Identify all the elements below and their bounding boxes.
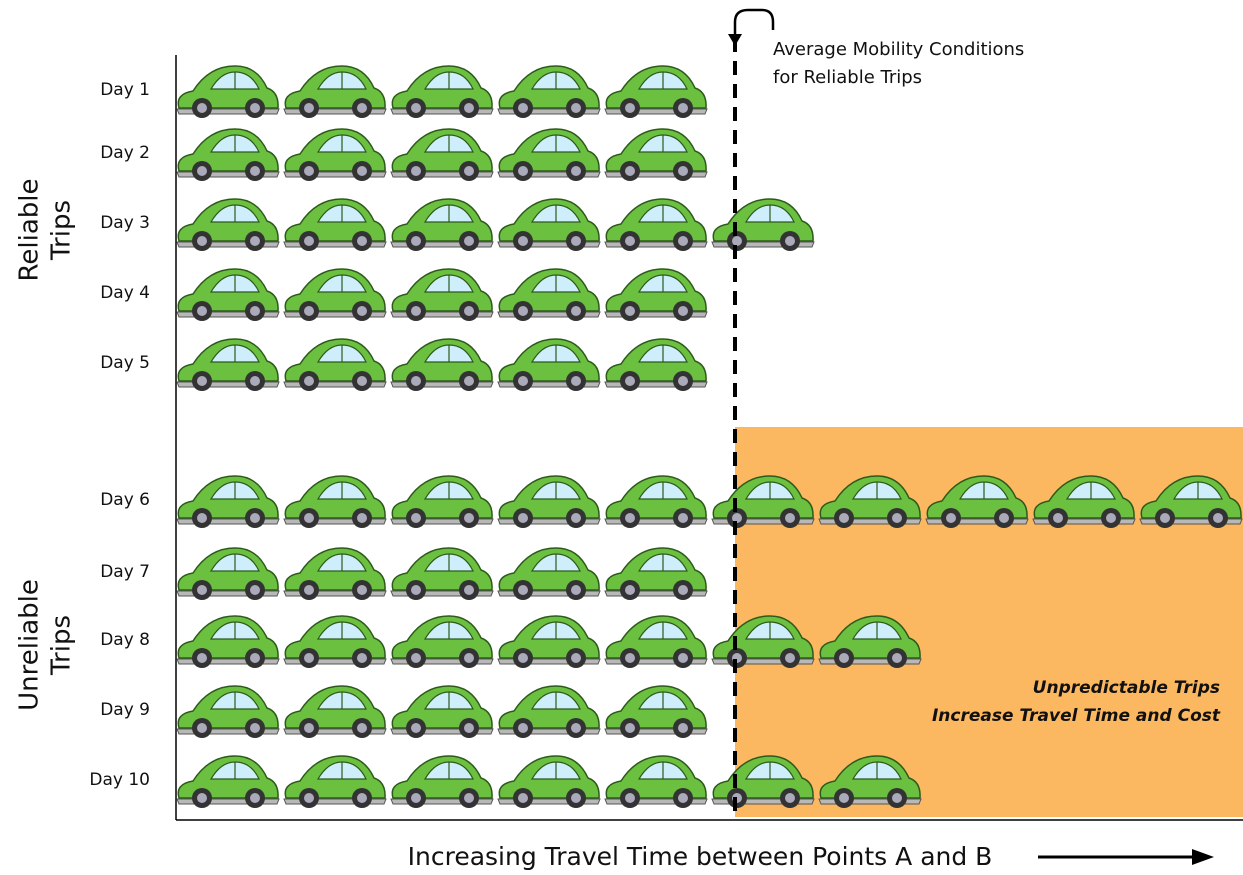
car xyxy=(711,128,764,182)
car-row xyxy=(176,268,708,322)
car xyxy=(283,475,387,529)
car xyxy=(604,547,708,601)
car xyxy=(390,198,494,252)
car xyxy=(283,755,387,809)
car xyxy=(711,198,815,252)
car xyxy=(283,268,387,322)
car-row xyxy=(176,547,708,601)
car-row xyxy=(176,338,732,392)
car xyxy=(497,615,601,669)
day-label: Day 1 xyxy=(100,80,150,100)
car xyxy=(604,65,708,119)
car xyxy=(283,547,387,601)
car xyxy=(390,547,494,601)
day-label: Day 5 xyxy=(100,353,150,373)
car xyxy=(390,475,494,529)
x-arrow-head xyxy=(1192,849,1214,865)
car xyxy=(497,475,601,529)
zone-note: Increase Travel Time and Cost xyxy=(932,706,1221,726)
car xyxy=(176,128,280,182)
car xyxy=(604,685,708,739)
car xyxy=(283,685,387,739)
car-row xyxy=(176,65,732,119)
car-row xyxy=(176,685,732,739)
car xyxy=(497,755,601,809)
car xyxy=(176,338,280,392)
car xyxy=(497,338,601,392)
car xyxy=(176,685,280,739)
car xyxy=(497,268,601,322)
car xyxy=(176,475,280,529)
group-label: Unreliable xyxy=(15,579,45,711)
car xyxy=(283,338,387,392)
car xyxy=(497,547,601,601)
car xyxy=(711,338,732,392)
car xyxy=(176,268,280,322)
day-label: Day 6 xyxy=(100,490,150,510)
car xyxy=(390,615,494,669)
arrow-head xyxy=(728,34,742,46)
car-row xyxy=(176,475,1243,529)
day-label: Day 4 xyxy=(100,283,150,303)
group-label: Trips xyxy=(47,615,77,676)
zone-note: Unpredictable Trips xyxy=(1033,678,1220,698)
day-label: Day 10 xyxy=(89,770,150,790)
car-row xyxy=(176,128,764,182)
x-axis-title: Increasing Travel Time between Points A … xyxy=(408,842,993,871)
average-arrow xyxy=(733,8,775,38)
day-label: Day 7 xyxy=(100,562,150,582)
car xyxy=(604,198,708,252)
car xyxy=(604,755,708,809)
group-label: Reliable xyxy=(15,179,45,282)
car xyxy=(390,268,494,322)
car xyxy=(604,128,708,182)
car xyxy=(283,65,387,119)
car xyxy=(390,65,494,119)
car xyxy=(176,65,280,119)
average-note: for Reliable Trips xyxy=(773,67,922,88)
car xyxy=(176,615,280,669)
average-note: Average Mobility Conditions xyxy=(773,39,1024,60)
car xyxy=(604,475,708,529)
day-label: Day 9 xyxy=(100,700,150,720)
car xyxy=(390,685,494,739)
car xyxy=(497,65,601,119)
car xyxy=(390,128,494,182)
car xyxy=(283,128,387,182)
car xyxy=(283,198,387,252)
car xyxy=(176,755,280,809)
car xyxy=(176,198,280,252)
car xyxy=(283,615,387,669)
day-label: Day 2 xyxy=(100,143,150,163)
car xyxy=(497,198,601,252)
car xyxy=(176,547,280,601)
car xyxy=(390,755,494,809)
car xyxy=(497,685,601,739)
car xyxy=(604,338,708,392)
car xyxy=(497,128,601,182)
car xyxy=(604,615,708,669)
day-label: Day 8 xyxy=(100,630,150,650)
car xyxy=(604,268,708,322)
day-label: Day 3 xyxy=(100,213,150,233)
group-label: Trips xyxy=(47,200,77,261)
car xyxy=(390,338,494,392)
car-row xyxy=(176,198,815,252)
